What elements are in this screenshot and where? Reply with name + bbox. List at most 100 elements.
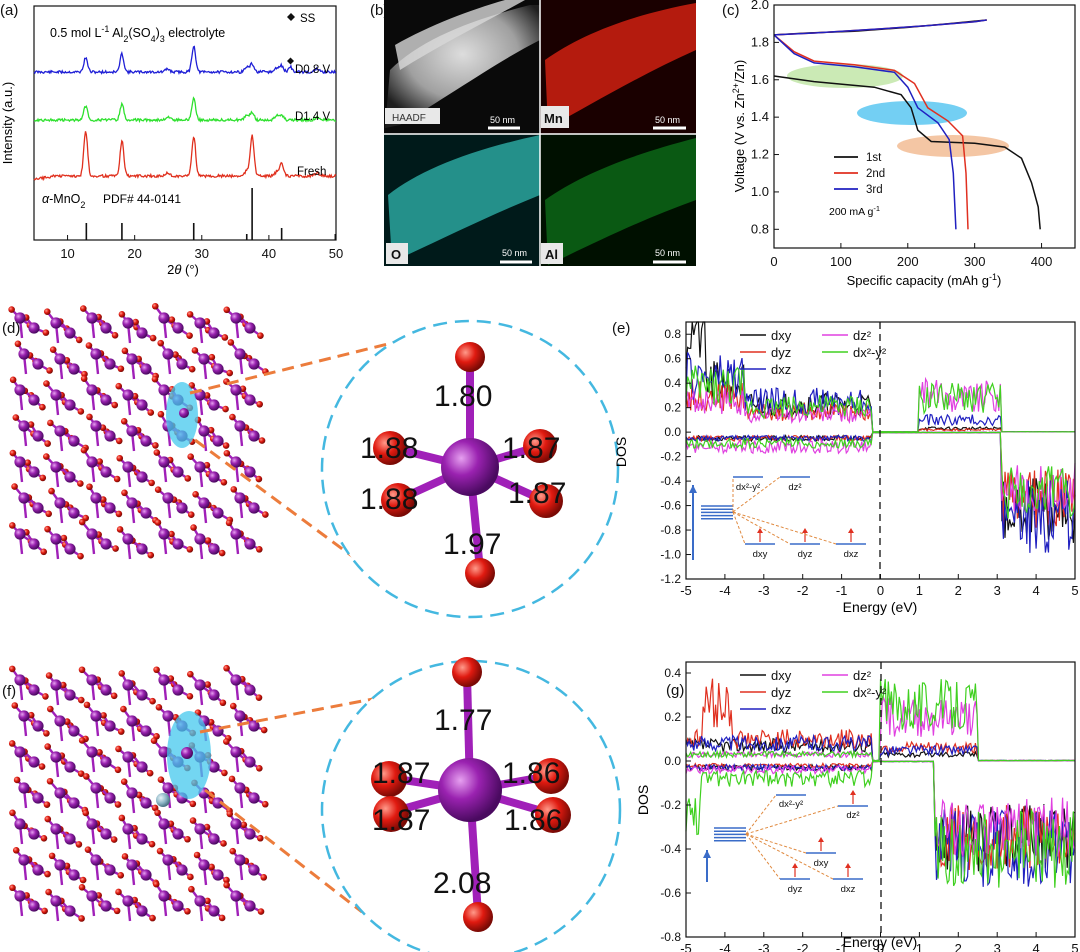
mn-atom (208, 689, 220, 701)
mn-atom (64, 327, 76, 339)
oxygen-atom (191, 347, 199, 354)
mn-atom (244, 828, 256, 840)
mn-atom (234, 854, 246, 866)
dos-y-tick-label: 0.4 (664, 376, 681, 390)
mn-atom (32, 792, 44, 804)
oxygen-atom (113, 907, 121, 915)
bond-length-f-right-bottom: 1.86 (504, 804, 562, 837)
panel-label-b: (b) (370, 2, 388, 19)
xrd-x-tick-label: 40 (262, 246, 276, 261)
dos-x-tick-label: 2 (955, 941, 962, 952)
mn-atom (64, 761, 76, 773)
mn-atom (86, 890, 98, 902)
curve-label-d08: D0.8 V (295, 64, 330, 76)
mn-atom (100, 394, 112, 406)
oxygen-atom (115, 745, 122, 753)
mn-atom (64, 833, 76, 845)
orbital-level-label: dx²-y² (736, 482, 760, 493)
al-atom-f (156, 793, 170, 807)
orbital-level-label: dz² (846, 810, 859, 821)
mn-atom (162, 348, 174, 360)
dos-legend-label: dxz (771, 362, 791, 377)
oxygen-atom (208, 863, 215, 871)
mn-atom (68, 435, 80, 447)
mn-atom (104, 864, 116, 876)
mn-atom (234, 348, 246, 360)
dos-g-x-axis-label: Energy (eV) (843, 934, 918, 950)
xrd-x-tick-label: 50 (329, 246, 343, 261)
oxygen-atom (43, 380, 50, 387)
xrd-x-tick-label: 10 (60, 246, 74, 261)
oxygen-atom (77, 480, 84, 487)
oxygen-atom (151, 375, 159, 383)
mn-atom (90, 492, 102, 504)
mn-atom (54, 497, 66, 509)
oxygen-atom (256, 765, 263, 772)
oxygen-atom (78, 518, 86, 526)
oxygen-atom (157, 776, 165, 784)
bond-length-d-right-top: 1.87 (502, 432, 560, 465)
oxygen-atom (258, 437, 266, 444)
oxygen-atom (77, 408, 85, 415)
mn-atom (14, 890, 26, 902)
mn-atom (14, 674, 26, 686)
dos-y-tick-label: -1.2 (660, 572, 681, 586)
oxygen-atom (204, 897, 211, 905)
mn-atom (140, 507, 152, 519)
mn-atom (54, 859, 66, 871)
mn-atom (126, 715, 138, 727)
oxygen-atom (12, 414, 20, 421)
orbital-splitting-diagram-e: dxy dyz dxz dx²-y² dz² (689, 476, 866, 560)
oxygen-atom (77, 696, 85, 704)
oxygen-atom (40, 834, 48, 842)
mn-atom (18, 348, 30, 360)
oxygen-atom (80, 375, 88, 382)
split-connector (745, 833, 781, 880)
mn-atom (122, 823, 134, 835)
orbital-level-label: dyz (788, 884, 803, 895)
oxygen-atom (117, 365, 125, 373)
highlight-orange (897, 135, 1009, 157)
mn-atom (28, 684, 40, 696)
oxygen-atom (223, 881, 230, 889)
panel-label-a: (a) (0, 2, 18, 19)
mn-atom (104, 792, 116, 804)
mn-atom (158, 528, 170, 540)
oxygen-atom (220, 840, 227, 847)
mn-atom (32, 864, 44, 876)
oxygen-atom (154, 519, 162, 526)
bond-length-d-right-bottom: 1.87 (508, 477, 566, 510)
oxygen-atom (154, 809, 161, 817)
oxygen-atom (151, 302, 159, 310)
mn-atom (248, 430, 260, 442)
oxygen-atom (188, 885, 195, 893)
oxygen-atom (85, 342, 93, 349)
oxygen-atom (157, 339, 165, 347)
gcd-x-tick-label: 100 (830, 254, 852, 269)
mn-atom (158, 818, 170, 830)
mn-atom (208, 399, 220, 411)
gcd-legend-label: 2nd (866, 168, 885, 180)
mn-atom (86, 674, 98, 686)
mn-atom (244, 394, 256, 406)
oxygen-atom (110, 836, 118, 843)
octahedron-f (371, 657, 571, 932)
mn-atom (50, 533, 62, 545)
oxygen-atom (155, 703, 163, 711)
oxygen-atom (78, 666, 86, 674)
oxygen-atom (43, 730, 50, 737)
oxygen-atom (218, 914, 226, 922)
oxygen-atom (204, 681, 211, 688)
xrd-x-tick-label: 30 (195, 246, 209, 261)
split-connector (745, 833, 807, 854)
mn-atom (86, 746, 98, 758)
oxygen-atom (186, 332, 193, 339)
zoom-line-f-bottom (204, 788, 363, 914)
mn-atom (54, 353, 66, 365)
dos-legend-label: dz² (853, 668, 872, 683)
mn-atom (230, 746, 242, 758)
oxygen-atom (256, 400, 263, 408)
oxygen-atom (121, 489, 128, 497)
dos-y-tick-label: -0.6 (660, 886, 681, 900)
oxygen-atom (204, 537, 212, 544)
